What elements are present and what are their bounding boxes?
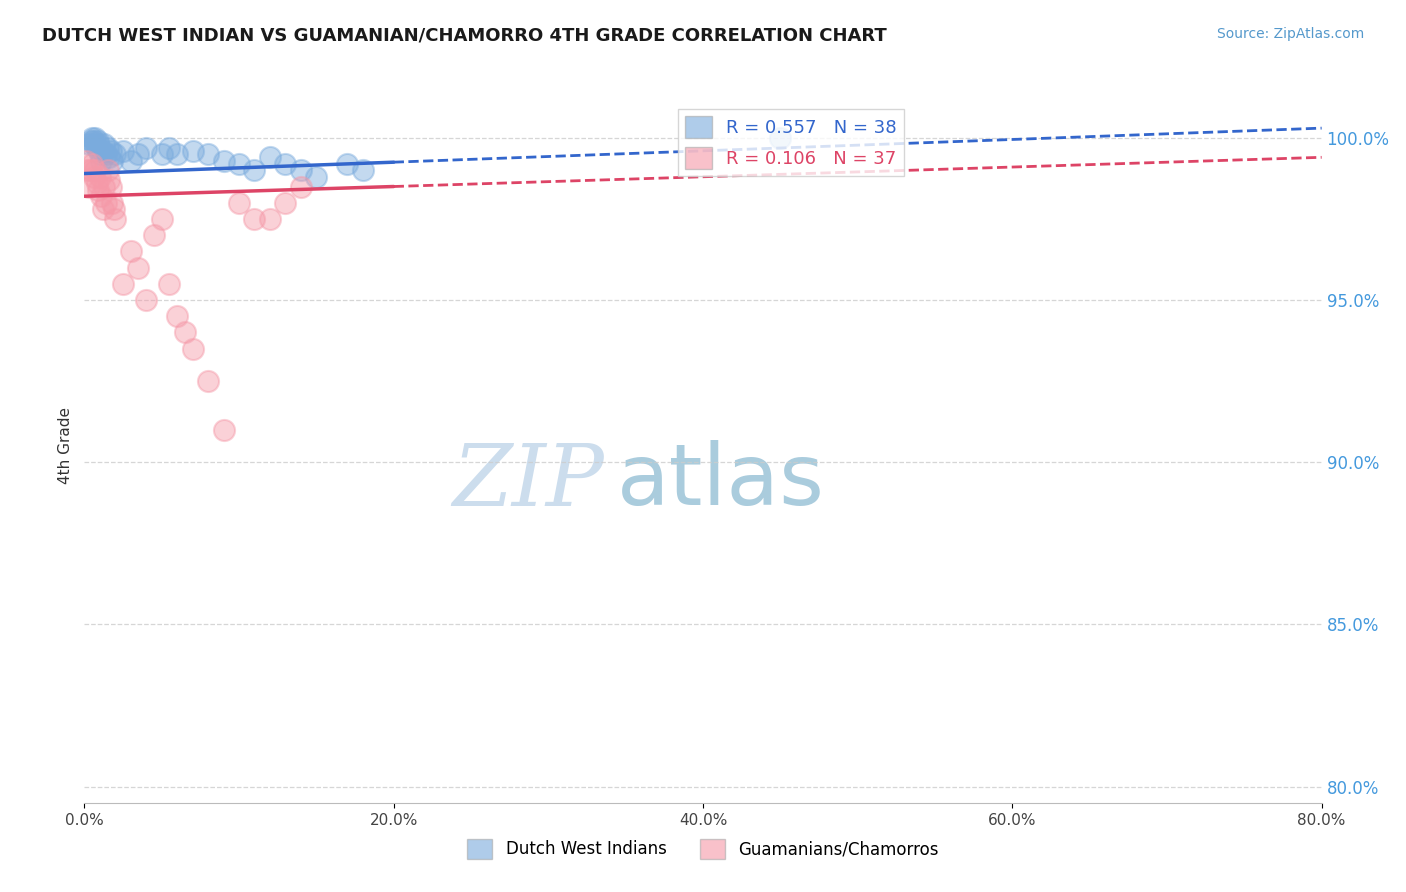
Point xyxy=(98,173,121,187)
Point xyxy=(101,153,124,168)
Point xyxy=(94,195,117,210)
Point xyxy=(90,153,112,168)
Point xyxy=(79,163,101,178)
Point xyxy=(87,183,110,197)
Y-axis label: 4th Grade: 4th Grade xyxy=(58,408,73,484)
Point xyxy=(274,195,297,210)
Point xyxy=(228,157,250,171)
Point xyxy=(181,342,204,356)
Text: ZIP: ZIP xyxy=(453,441,605,523)
Point xyxy=(90,189,112,203)
Point xyxy=(174,326,197,340)
Point xyxy=(77,179,100,194)
Point xyxy=(274,157,297,171)
Point xyxy=(93,137,115,152)
Point xyxy=(82,157,104,171)
Point xyxy=(82,131,104,145)
Point xyxy=(197,374,219,388)
Point xyxy=(101,195,124,210)
Point xyxy=(94,147,117,161)
Point xyxy=(243,163,266,178)
Point xyxy=(84,163,107,178)
Point xyxy=(100,144,122,158)
Point xyxy=(150,147,173,161)
Point xyxy=(97,163,120,178)
Point xyxy=(769,131,792,145)
Point xyxy=(87,134,110,148)
Legend: Dutch West Indians, Guamanians/Chamorros: Dutch West Indians, Guamanians/Chamorros xyxy=(461,832,945,866)
Point xyxy=(128,147,150,161)
Point xyxy=(104,211,127,226)
Point xyxy=(91,202,114,217)
Point xyxy=(79,134,101,148)
Point xyxy=(103,202,125,217)
Point xyxy=(128,260,150,275)
Point xyxy=(135,293,157,307)
Point xyxy=(112,144,135,158)
Point xyxy=(100,179,122,194)
Point xyxy=(76,163,98,178)
Point xyxy=(259,211,281,226)
Point xyxy=(83,169,105,184)
Point xyxy=(75,153,97,168)
Point xyxy=(77,137,100,152)
Point xyxy=(89,147,111,161)
Point xyxy=(98,150,121,164)
Text: atlas: atlas xyxy=(616,440,824,524)
Point xyxy=(93,179,115,194)
Point xyxy=(84,131,107,145)
Point xyxy=(352,163,374,178)
Point xyxy=(166,147,188,161)
Point xyxy=(86,140,108,154)
Point xyxy=(89,169,111,184)
Point xyxy=(212,153,235,168)
Point xyxy=(290,179,312,194)
Text: DUTCH WEST INDIAN VS GUAMANIAN/CHAMORRO 4TH GRADE CORRELATION CHART: DUTCH WEST INDIAN VS GUAMANIAN/CHAMORRO … xyxy=(42,27,887,45)
Point xyxy=(135,140,157,154)
Point xyxy=(243,211,266,226)
Point xyxy=(86,176,108,190)
Point xyxy=(228,195,250,210)
Text: Source: ZipAtlas.com: Source: ZipAtlas.com xyxy=(1216,27,1364,41)
Point xyxy=(112,277,135,291)
Point xyxy=(290,163,312,178)
Point xyxy=(259,150,281,164)
Point xyxy=(83,134,105,148)
Point xyxy=(212,423,235,437)
Point xyxy=(86,137,108,152)
Point xyxy=(166,310,188,324)
Point xyxy=(143,228,166,243)
Point xyxy=(97,140,120,154)
Point xyxy=(120,244,142,259)
Point xyxy=(150,211,173,226)
Point xyxy=(159,140,181,154)
Point xyxy=(104,147,127,161)
Point xyxy=(159,277,181,291)
Point xyxy=(181,144,204,158)
Point xyxy=(120,153,142,168)
Point xyxy=(305,169,328,184)
Point xyxy=(91,144,114,158)
Point xyxy=(336,157,359,171)
Point xyxy=(83,137,105,152)
Point xyxy=(197,147,219,161)
